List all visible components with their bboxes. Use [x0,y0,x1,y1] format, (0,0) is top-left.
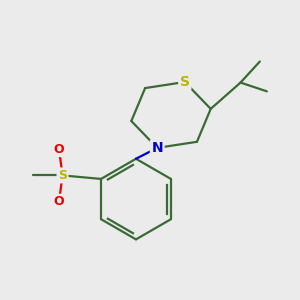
Text: O: O [54,195,64,208]
Text: N: N [152,141,163,155]
Text: S: S [58,169,67,182]
Text: S: S [180,75,190,89]
Text: O: O [54,142,64,156]
